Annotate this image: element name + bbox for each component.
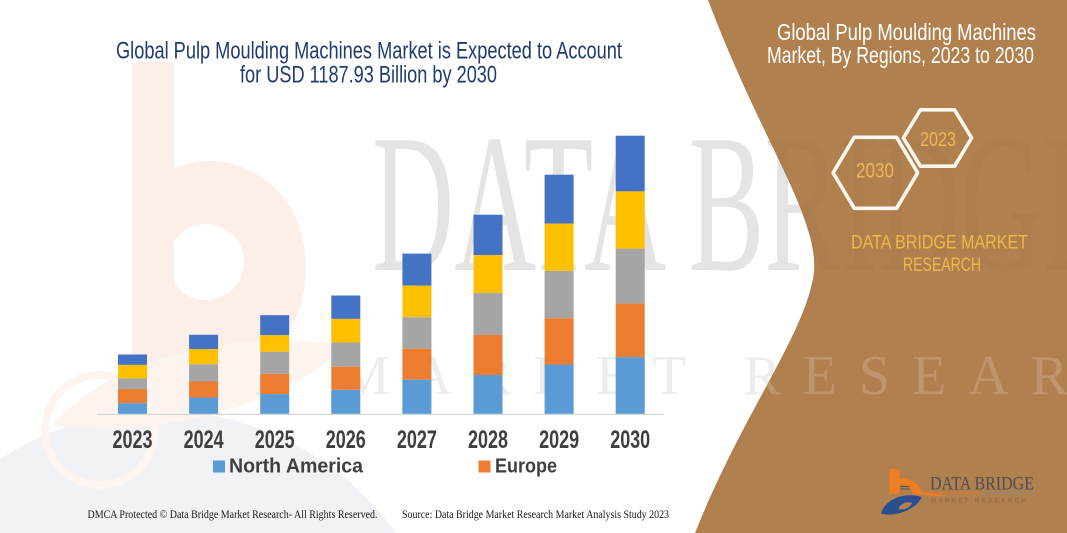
svg-text:2024: 2024	[184, 426, 224, 454]
svg-text:for USD 1187.93 Billion by 203: for USD 1187.93 Billion by 2030	[240, 62, 497, 89]
svg-text:RESEARCH: RESEARCH	[903, 255, 981, 276]
svg-text:North America: North America	[229, 456, 364, 478]
svg-text:DATA BRIDGE MARKET: DATA BRIDGE MARKET	[851, 233, 1028, 254]
svg-text:DMCA Protected © Data Bridge M: DMCA Protected © Data Bridge Market Rese…	[88, 509, 378, 521]
svg-text:2023: 2023	[920, 129, 956, 151]
svg-text:Europe: Europe	[495, 456, 557, 478]
svg-text:DATA BRIDGE: DATA BRIDGE	[930, 474, 1034, 495]
svg-text:MARKET RESEARCH: MARKET RESEARCH	[340, 345, 1067, 407]
svg-text:MARKET RESEARCH: MARKET RESEARCH	[931, 499, 1028, 505]
svg-text:2026: 2026	[326, 426, 366, 454]
svg-text:2030: 2030	[856, 160, 894, 183]
svg-text:2023: 2023	[113, 426, 153, 454]
svg-text:2029: 2029	[539, 426, 579, 454]
svg-text:Source: Data Bridge Market Res: Source: Data Bridge Market Research Mark…	[402, 509, 669, 521]
svg-text:Global Pulp Moulding Machines: Global Pulp Moulding Machines Market is …	[116, 38, 622, 65]
svg-text:2027: 2027	[397, 426, 437, 454]
svg-text:2028: 2028	[468, 426, 508, 454]
svg-text:Market, By Regions, 2023 to 20: Market, By Regions, 2023 to 2030	[767, 42, 1034, 68]
svg-text:2030: 2030	[610, 426, 650, 454]
svg-text:2025: 2025	[255, 426, 295, 454]
svg-text:Global Pulp Moulding Machines: Global Pulp Moulding Machines	[777, 19, 1036, 45]
